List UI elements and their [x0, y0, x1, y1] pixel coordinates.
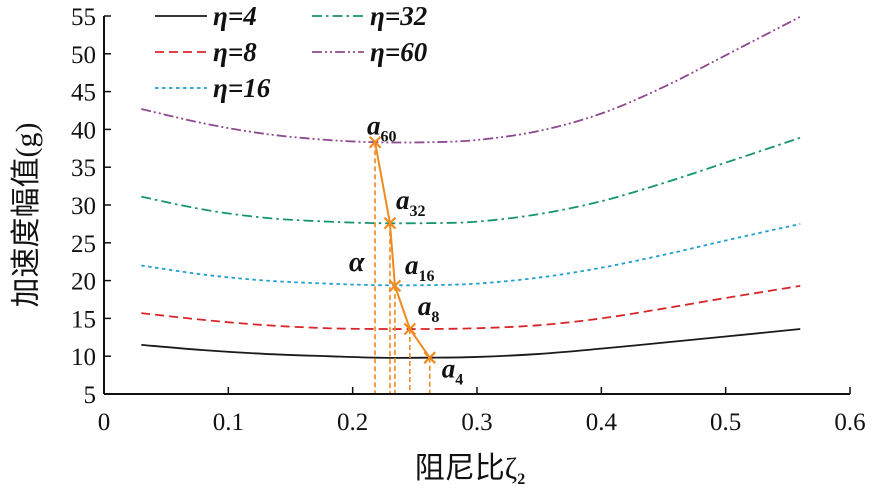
y-tick-label: 10: [71, 344, 96, 371]
series-line-3: [141, 136, 801, 225]
optimal-point-subscript: 16: [418, 268, 434, 285]
optimal-marker-1: [383, 216, 397, 230]
y-tick-label: 50: [71, 42, 96, 69]
y-tick-label: 25: [71, 231, 96, 258]
y-axis-title: 加速度幅值(g): [10, 123, 43, 308]
optimal-point-letter: a: [396, 185, 410, 215]
y-tick-label: 20: [71, 269, 96, 296]
series-line-0: [141, 328, 801, 359]
optimal-point-letter: a: [367, 110, 381, 140]
x-tick-label: 0: [98, 409, 111, 436]
optimal-marker-0: [368, 135, 382, 149]
legend-item-4: η=60: [312, 37, 428, 67]
marker-stroke: [368, 135, 382, 149]
alpha-label: α: [349, 247, 365, 278]
optimal-point-letter: a: [442, 354, 456, 384]
marker-stroke: [383, 216, 397, 230]
y-tick-label: 5: [84, 382, 97, 409]
marker-stroke: [403, 322, 417, 336]
optimal-point-label: a4: [442, 354, 464, 389]
optimal-marker-3: [403, 322, 417, 336]
legend-label: η=32: [370, 1, 427, 31]
legend-label: η=8: [213, 37, 257, 67]
optimal-point-label: a60: [367, 110, 397, 145]
optimal-point-letter: a: [418, 291, 432, 321]
x-tick-label: 0.1: [213, 409, 244, 436]
optimal-point-subscript: 60: [381, 128, 397, 145]
series-line-1: [141, 285, 801, 330]
x-tick-label: 0.3: [461, 409, 492, 436]
x-axis-title-text: 阻尼比ζ: [415, 452, 517, 485]
drop-lines-layer: [374, 142, 431, 394]
legend-label: η=60: [370, 37, 428, 67]
y-tick-label: 35: [71, 155, 96, 182]
optimal-point-label: a32: [396, 185, 426, 220]
legend-label: η=16: [213, 73, 271, 103]
x-tick-label: 0.2: [337, 409, 368, 436]
y-tick-label: 30: [71, 193, 96, 220]
optimal-point-subscript: 4: [455, 372, 463, 389]
y-tick-label: 15: [71, 306, 96, 333]
optimal-point-subscript: 8: [431, 309, 439, 326]
optimal-point-letter: a: [405, 250, 419, 280]
optimal-point-label: a16: [405, 250, 435, 285]
marker-stroke: [388, 279, 402, 293]
x-tick-label: 0.4: [586, 409, 618, 436]
legend-item-2: η=16: [155, 73, 271, 103]
axes-layer: 0 0.1 0.2 0.3 0.4 0.5 0.6 5 10 15 20 25 30 35 40 45 50 55: [71, 4, 866, 436]
x-tick-label: 0.6: [834, 409, 865, 436]
series-line-2: [141, 223, 801, 287]
legend-item-0: η=4: [155, 1, 257, 31]
legend-item-3: η=32: [312, 1, 427, 31]
x-axis-title: 阻尼比ζ2: [415, 452, 525, 488]
x-axis-title-subscript: 2: [517, 471, 525, 488]
optimal-path-line: [374, 142, 431, 359]
optimal-marker-2: [388, 279, 402, 293]
optimal-point-subscript: 32: [409, 203, 425, 220]
legend-item-1: η=8: [155, 37, 257, 67]
marker-stroke: [423, 351, 437, 364]
optimal-marker-4: [423, 351, 437, 364]
series-layer: [141, 15, 801, 359]
legend-layer: η=4 η=8 η=16 η=32 η=60: [155, 1, 428, 103]
legend-label: η=4: [213, 1, 257, 31]
y-tick-label: 45: [71, 80, 96, 107]
optimal-point-label: a8: [418, 291, 440, 326]
series-line-4: [141, 15, 801, 144]
x-tick-label: 0.5: [710, 409, 741, 436]
y-tick-label: 55: [71, 4, 96, 31]
y-tick-label: 40: [71, 117, 96, 144]
